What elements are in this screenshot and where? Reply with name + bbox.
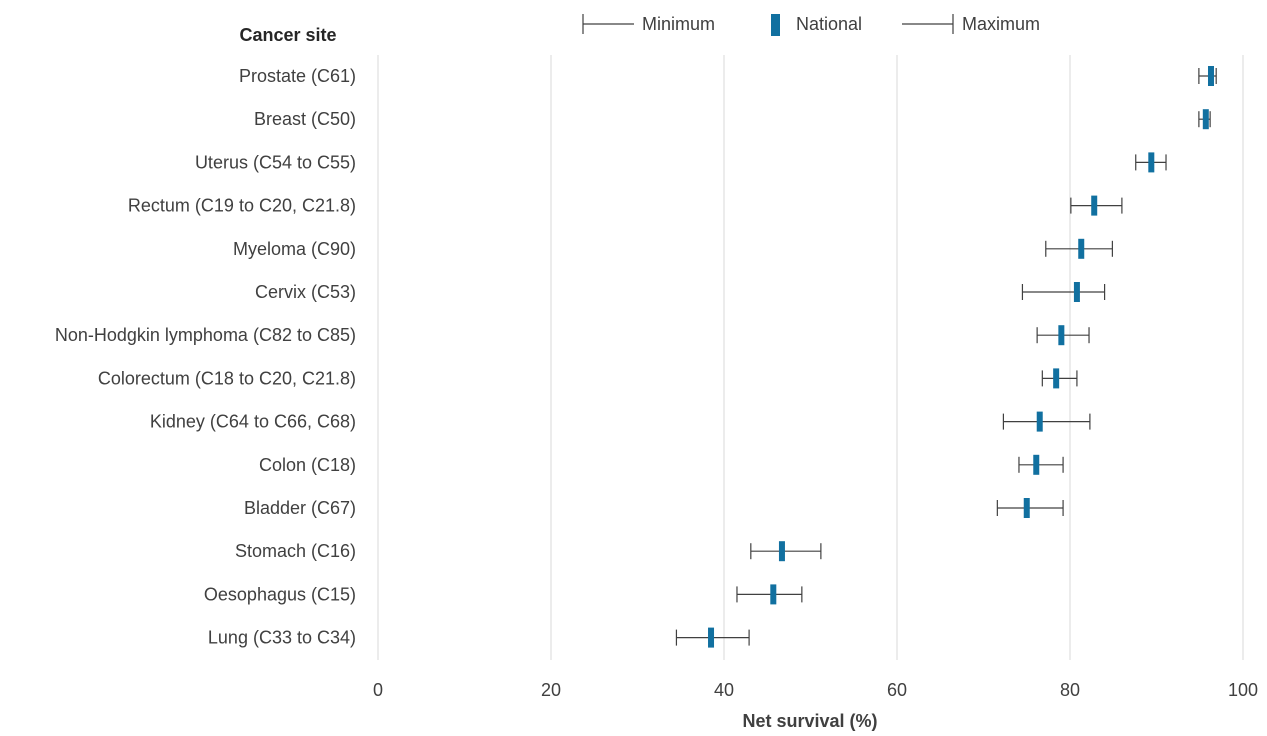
national-marker: [708, 627, 715, 648]
national-marker: [1023, 498, 1030, 518]
category-label: Bladder (C67): [244, 498, 356, 518]
category-label: Breast (C50): [254, 109, 356, 129]
category-label: Kidney (C64 to C66, C68): [150, 412, 356, 432]
category-label: Rectum (C19 to C20, C21.8): [128, 196, 356, 216]
legend: Minimum National Maximum: [582, 14, 1040, 36]
national-marker: [1148, 152, 1155, 173]
category-label: Oesophagus (C15): [204, 584, 356, 604]
national-marker: [1036, 411, 1043, 432]
category-axis-title: Cancer site: [239, 25, 336, 45]
category-label: Non-Hodgkin lymphoma (C82 to C85): [55, 325, 356, 345]
legend-national-marker: [771, 14, 780, 36]
x-tick-label: 100: [1228, 680, 1258, 700]
category-label: Stomach (C16): [235, 541, 356, 561]
x-axis-title: Net survival (%): [742, 711, 877, 731]
category-label: Myeloma (C90): [233, 239, 356, 259]
category-labels: Prostate (C61) Breast (C50) Uterus (C54 to…: [55, 66, 356, 648]
x-tick-label: 80: [1060, 680, 1080, 700]
x-tick-label: 0: [373, 680, 383, 700]
gridlines: [377, 55, 1244, 660]
national-marker: [1207, 66, 1214, 86]
legend-label-minimum: Minimum: [642, 14, 715, 34]
national-marker: [1202, 109, 1209, 130]
category-label: Prostate (C61): [239, 66, 356, 86]
national-marker: [1058, 325, 1065, 346]
national-marker: [770, 584, 777, 605]
national-marker: [1078, 238, 1085, 259]
category-label: Cervix (C53): [255, 282, 356, 302]
national-marker: [1073, 282, 1080, 302]
national-marker: [1091, 195, 1098, 216]
category-label: Colorectum (C18 to C20, C21.8): [98, 368, 356, 388]
legend-label-maximum: Maximum: [962, 14, 1040, 34]
national-marker: [1033, 454, 1040, 475]
x-tick-label: 40: [714, 680, 734, 700]
category-label: Lung (C33 to C34): [208, 628, 356, 648]
x-tick-label: 60: [887, 680, 907, 700]
category-label: Uterus (C54 to C55): [195, 152, 356, 172]
x-tick-label: 20: [541, 680, 561, 700]
category-label: Colon (C18): [259, 455, 356, 475]
national-marker: [1053, 368, 1060, 389]
legend-label-national: National: [796, 14, 862, 34]
x-axis-ticks: 0 20 40 60 80 100: [373, 680, 1258, 700]
data-series: [675, 66, 1217, 648]
national-marker: [778, 541, 785, 562]
